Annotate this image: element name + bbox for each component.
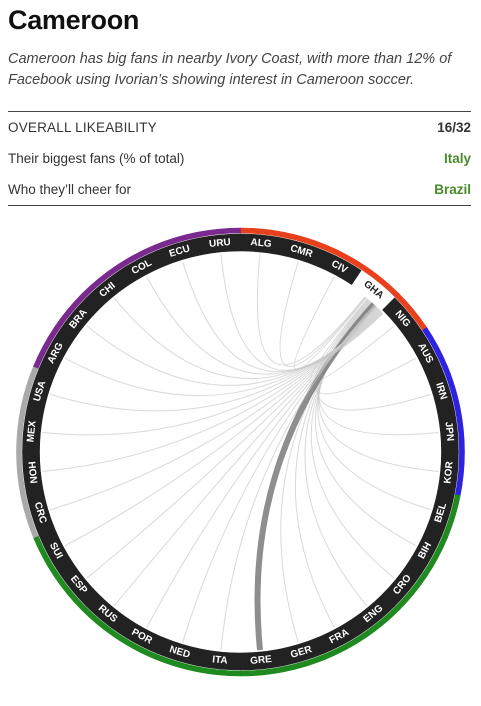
chord-bih — [314, 301, 417, 547]
likeability-label: OVERALL LIKEABILITY — [8, 120, 157, 135]
stat-row-likeability: OVERALL LIKEABILITY 16/32 — [8, 112, 471, 143]
chord-por — [146, 305, 377, 628]
chord-cro — [310, 301, 395, 579]
page-title: Cameroon — [8, 5, 140, 35]
chord-sui — [64, 307, 378, 547]
chord-cmr — [279, 261, 366, 368]
chord-col — [146, 276, 383, 375]
cheer-for-value: Brazil — [434, 182, 471, 197]
likeability-value: 16/32 — [437, 120, 471, 135]
chord-alg — [256, 253, 366, 366]
chord-crc — [49, 307, 379, 511]
team-label-mex[interactable]: MEX — [25, 420, 38, 443]
chord-hon — [42, 308, 379, 473]
stats-table: OVERALL LIKEABILITY 16/32 Their biggest … — [8, 111, 471, 206]
team-label-jpn[interactable]: JPN — [443, 421, 456, 441]
cheer-for-label: Who they’ll cheer for — [8, 182, 132, 197]
biggest-fans-value: Italy — [443, 151, 471, 166]
stat-row-biggest-fans: Their biggest fans (% of total) Italy — [8, 143, 471, 174]
team-label-alg[interactable]: ALG — [250, 237, 272, 250]
chord-irn — [316, 299, 432, 411]
chord-esp — [86, 306, 378, 579]
chord-jpn — [318, 299, 439, 436]
team-description: Cameroon has big fans in nearby Ivory Co… — [8, 51, 452, 88]
team-label-hon[interactable]: HON — [25, 461, 38, 484]
chord-ita — [220, 304, 375, 651]
chord-bra — [86, 310, 382, 386]
group-arcs — [16, 227, 465, 677]
team-label-kor[interactable]: KOR — [442, 460, 455, 484]
team-segment-uru[interactable] — [197, 233, 241, 256]
chord-kor — [318, 300, 439, 473]
chords — [42, 253, 439, 651]
chord-chi — [113, 297, 382, 380]
biggest-fans-label: Their biggest fans (% of total) — [8, 151, 185, 166]
chord-nig — [309, 298, 395, 384]
chord-ecu — [182, 261, 383, 373]
team-label-gre[interactable]: GRE — [250, 654, 273, 667]
team-label-irn[interactable]: IRN — [433, 381, 449, 401]
fan-chord-wheel: ALG CMRCIVGHANIGAUSIRNJPNKORBELBIHCROENGF… — [16, 227, 465, 677]
group-arc-uru — [196, 227, 241, 238]
team-label-ita[interactable]: ITA — [212, 654, 228, 666]
chord-uru — [220, 253, 384, 371]
team-label-uru[interactable]: URU — [209, 237, 232, 250]
stat-row-cheer-for: Who they’ll cheer for Brazil — [8, 174, 471, 205]
team-ring — [22, 233, 459, 671]
